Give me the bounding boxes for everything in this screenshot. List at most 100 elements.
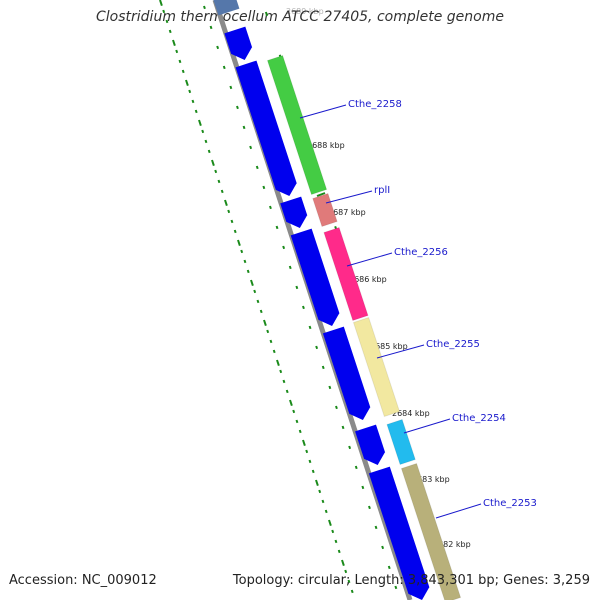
gc-skew-mark	[230, 219, 234, 224]
gc-skew-mark	[262, 185, 266, 190]
gc-skew-mark	[308, 459, 312, 464]
gc-skew-mark	[264, 11, 269, 17]
gene-label: Cthe_2258	[348, 99, 402, 110]
gc-skew-mark	[337, 549, 341, 554]
gene-label-leader	[299, 104, 347, 119]
gc-skew-mark	[229, 85, 233, 90]
gc-skew-mark	[203, 5, 206, 10]
gc-skew-mark	[209, 25, 213, 30]
gc-skew-mark	[295, 285, 299, 290]
gc-skew-mark	[394, 585, 398, 590]
kbp-label: 2689 kbp	[286, 7, 324, 16]
gc-skew-mark	[368, 505, 371, 510]
gene-label-leader	[325, 190, 373, 204]
topology-text: Topology: circular; Length: 3,843,301 bp…	[232, 573, 590, 588]
gc-skew-mark	[269, 205, 272, 210]
gc-skew-mark	[194, 109, 198, 114]
gc-skew-mark	[250, 279, 254, 287]
gc-skew-mark	[204, 139, 208, 144]
kbp-label: 2687 kbp	[328, 208, 366, 217]
gene-label-leader	[376, 344, 425, 359]
cds-forward-arrow	[235, 60, 297, 197]
cds-forward-arrow	[280, 196, 308, 228]
gc-skew-mark	[341, 425, 345, 430]
gc-skew-mark	[269, 339, 273, 344]
gc-skew-mark	[282, 245, 286, 250]
gc-skew-mark	[311, 469, 315, 474]
gc-skew-mark	[165, 19, 169, 24]
gc-skew-mark	[172, 39, 176, 47]
gc-skew-mark	[282, 379, 286, 384]
gc-skew-mark	[344, 569, 348, 574]
gc-skew-mark	[217, 179, 221, 184]
gc-skew-mark	[266, 329, 270, 334]
cds-forward-arrow	[368, 466, 430, 600]
gc-skew-mark	[328, 385, 332, 390]
gc-skew-mark	[237, 239, 241, 247]
gc-skew-mark	[334, 539, 338, 544]
gc-skew-mark	[315, 479, 319, 487]
gc-skew-mark	[381, 545, 385, 550]
gc-skew-mark	[255, 165, 259, 170]
cds-forward-arrow	[322, 326, 371, 420]
cds-forward-arrow	[224, 26, 253, 61]
gc-skew-mark	[341, 559, 345, 567]
gene-label-leader	[346, 252, 393, 267]
gc-skew-mark	[175, 49, 179, 54]
kbp-label: 2682 kbp	[433, 540, 471, 549]
gene-feature-rpli	[312, 192, 338, 228]
gc-skew-mark	[387, 565, 391, 570]
gc-skew-mark	[253, 289, 257, 294]
gc-skew-mark	[185, 79, 189, 87]
cds-forward-arrow	[213, 0, 240, 16]
gc-skew-mark	[350, 589, 354, 594]
gc-skew-mark	[308, 325, 312, 330]
gc-skew-mark	[220, 189, 224, 194]
cds-forward-arrow	[355, 424, 386, 465]
gene-feature-cthe_2256	[323, 226, 369, 322]
gc-skew-mark	[233, 229, 237, 234]
gc-skew-mark	[328, 519, 332, 527]
gc-skew-mark	[321, 499, 325, 504]
gc-skew-mark	[201, 129, 205, 134]
gc-skew-mark	[305, 449, 309, 454]
gc-skew-mark	[236, 105, 239, 110]
gc-skew-mark	[318, 489, 322, 494]
cds-forward-arrow	[290, 228, 340, 326]
gc-skew-mark	[324, 509, 328, 514]
gc-skew-mark	[259, 309, 263, 314]
gene-label: Cthe_2255	[426, 339, 480, 350]
gc-skew-mark	[222, 65, 226, 70]
kbp-label: 2686 kbp	[349, 275, 387, 284]
gc-skew-mark	[181, 69, 185, 74]
gc-skew-mark	[188, 89, 192, 94]
gene-feature-cthe_2253	[400, 462, 462, 600]
gc-skew-mark	[288, 265, 292, 270]
kbp-tick	[316, 192, 326, 197]
kbp-label: 2688 kbp	[307, 141, 345, 150]
gc-skew-mark	[207, 149, 211, 154]
gene-label: Cthe_2254	[452, 413, 506, 424]
map-title: Clostridium thermocellum ATCC 27405, com…	[96, 9, 504, 25]
gc-skew-mark	[361, 485, 365, 490]
gene-label-leader	[403, 418, 451, 434]
gc-skew-mark	[242, 125, 246, 130]
gc-skew-mark	[159, 0, 163, 7]
gc-skew-mark	[246, 269, 250, 274]
gene-feature-cthe_2255	[352, 316, 401, 418]
gc-skew-mark	[321, 365, 325, 370]
gc-skew-mark	[178, 59, 182, 64]
gc-skew-mark	[256, 299, 260, 304]
gc-skew-mark	[168, 29, 172, 34]
gc-skew-mark	[162, 9, 166, 14]
gc-skew-mark	[298, 429, 302, 434]
gc-skew-mark	[263, 319, 267, 327]
gc-skew-mark	[315, 345, 319, 350]
gene-label: Cthe_2253	[483, 498, 537, 509]
gc-skew-mark	[211, 159, 215, 167]
gc-skew-mark	[302, 439, 306, 447]
gc-skew-mark	[191, 99, 195, 104]
gc-skew-mark	[275, 225, 279, 230]
gc-skew-mark	[374, 525, 378, 530]
